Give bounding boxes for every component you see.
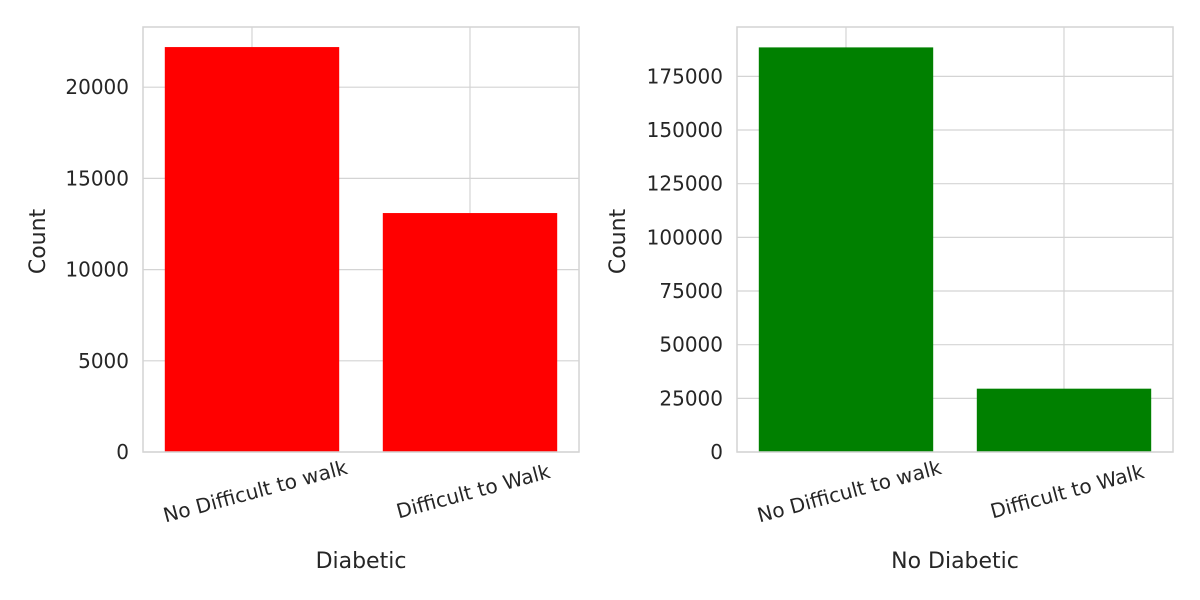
x-axis-label: Diabetic bbox=[316, 549, 407, 574]
y-tick-label: 75000 bbox=[659, 279, 723, 303]
y-tick-label: 0 bbox=[710, 440, 723, 464]
x-tick-label: Difficult to Walk bbox=[394, 459, 553, 523]
y-tick-label: 125000 bbox=[647, 172, 723, 196]
y-tick-label: 15000 bbox=[65, 166, 129, 190]
y-tick-label: 10000 bbox=[65, 258, 129, 282]
y-tick-label: 50000 bbox=[659, 333, 723, 357]
bar-1 bbox=[164, 47, 340, 452]
y-tick-label: 20000 bbox=[65, 75, 129, 99]
y-axis-label: Count bbox=[26, 208, 51, 274]
bar-2 bbox=[976, 388, 1152, 452]
x-axis-label: No Diabetic bbox=[891, 549, 1019, 574]
bar-2 bbox=[382, 213, 558, 452]
y-tick-label: 25000 bbox=[659, 386, 723, 410]
plot-frame bbox=[736, 26, 1174, 453]
chart-panel-2: 0 25000 50000 75000 100000 125000 150000 175000… bbox=[606, 26, 1174, 574]
x-tick-label: Difficult to Walk bbox=[988, 459, 1147, 523]
x-tick-label: No Difficult to walk bbox=[161, 455, 351, 527]
y-axis-label: Count bbox=[606, 208, 631, 274]
x-tick-label: No Difficult to walk bbox=[755, 455, 945, 527]
y-tick-label: 175000 bbox=[647, 64, 723, 88]
chart-panel-1: 0 5000 10000 15000 20000 No Difficult to walk… bbox=[26, 26, 580, 574]
y-tick-label: 0 bbox=[116, 440, 129, 464]
bar-1 bbox=[758, 47, 934, 452]
y-tick-label: 100000 bbox=[647, 225, 723, 249]
y-tick-label: 150000 bbox=[647, 118, 723, 142]
plot-frame bbox=[142, 26, 580, 453]
y-tick-label: 5000 bbox=[78, 349, 129, 373]
